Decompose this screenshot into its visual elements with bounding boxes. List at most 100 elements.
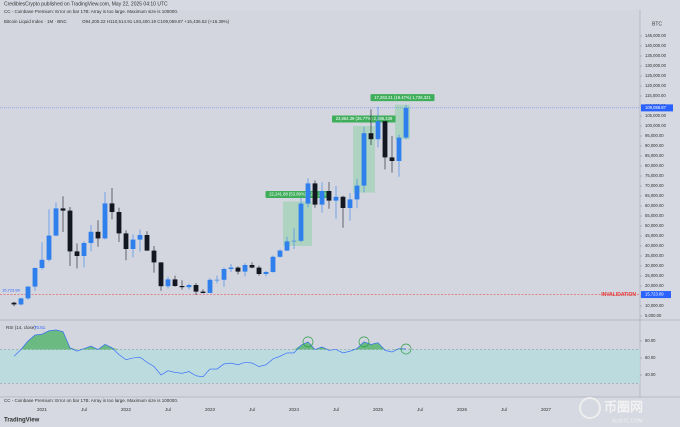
measure-label-bg (332, 115, 396, 123)
candle-body (186, 285, 192, 288)
candle-body (277, 250, 283, 257)
rsi-highlight (400, 343, 412, 355)
candle-body (270, 256, 276, 272)
x-tick-label: 2026 (457, 407, 468, 412)
candle-body (74, 251, 80, 256)
candle-body (298, 203, 304, 241)
candle-body (207, 279, 213, 293)
candle-body (375, 121, 381, 140)
candle-body (284, 241, 290, 251)
y-tick-label: 5,000.00 (645, 313, 662, 318)
x-tick-label: 2025 (373, 407, 384, 412)
x-tick-label: 2024 (289, 407, 300, 412)
candle-body (368, 133, 374, 140)
ohlc-text: O94,200.22 H110,514.91 L93,400.19 C109,0… (82, 19, 230, 24)
candle-body (109, 203, 115, 212)
candle-body (60, 208, 66, 211)
y-tick-label: 30,000.00 (645, 263, 664, 268)
candle-body (46, 235, 52, 260)
published: CrediblesCrypto published on TradingView… (4, 1, 168, 7)
y-tick-label: 145,000.00 (645, 33, 667, 38)
candle-body (221, 269, 227, 280)
candle-body (319, 191, 325, 205)
y-tick-label: 125,000.00 (645, 73, 667, 78)
candle-body (81, 243, 87, 256)
rsi-line (13, 329, 407, 378)
x-tick-label: Jul (417, 407, 423, 412)
candle-body (256, 267, 262, 274)
candle-body (123, 233, 129, 249)
candle-body (263, 272, 269, 274)
candle-body (382, 121, 388, 158)
candle-body (137, 235, 143, 240)
measure-label: 23,864.39 (35.77%) 2,386,439 (336, 116, 393, 121)
rsi-value: 70.61 (34, 325, 46, 330)
y-tick-label: 105,000.00 (645, 113, 667, 118)
candle-body (95, 231, 101, 239)
candle-body (53, 208, 59, 236)
y-tick-label: 135,000.00 (645, 53, 667, 58)
x-tick-label: Jul (501, 407, 507, 412)
candle-body (235, 267, 241, 272)
candle-body (305, 183, 311, 204)
y-tick-label: 100,000.00 (645, 123, 667, 128)
candle-body (403, 107, 409, 138)
candle-body (11, 302, 17, 305)
candle-body (200, 291, 206, 293)
candle-body (291, 240, 297, 242)
candle-body (39, 259, 45, 268)
candle-body (67, 210, 73, 252)
candle-body (130, 239, 136, 249)
y-tick-label: 10,000.00 (645, 303, 664, 308)
candle-body (214, 279, 220, 281)
candle-body (179, 286, 185, 288)
candle-body (242, 265, 248, 272)
invalidation-price-bg (641, 291, 671, 299)
candle-body (193, 285, 199, 292)
rsi-highlight (302, 336, 314, 348)
y-tick-label: 60,000.00 (645, 203, 664, 208)
y-tick-label: 80,000.00 (645, 163, 664, 168)
candle-body (151, 250, 157, 263)
last-price-label: 109,059.87 (645, 105, 667, 110)
y-tick-label: 35,000.00 (645, 253, 664, 258)
candle-body (396, 137, 402, 161)
rsi-tick-label: 80.00 (645, 338, 656, 343)
y-tick-label: 40,000.00 (645, 243, 664, 248)
candle-body (249, 265, 255, 268)
y-tick-label: 95,000.00 (645, 133, 664, 138)
candle-body (361, 133, 367, 186)
watermark: 币圈网 (604, 399, 643, 414)
candle-body (389, 157, 395, 161)
x-tick-label: Jul (249, 407, 255, 412)
candle-body (326, 191, 332, 201)
measure-label: 22,241.88 (53.89%) 2,224,188 (269, 192, 326, 197)
invalidation-price: 15,723.89 (645, 292, 664, 297)
candle-body (18, 298, 24, 305)
measure-box (283, 201, 312, 246)
y-tick-label: 20,000.00 (645, 283, 664, 288)
last-price-bg (641, 104, 673, 112)
candle-body (32, 268, 38, 287)
candle-body (88, 231, 94, 243)
rsi-overbought-fill (14, 329, 406, 350)
measure-label: 17,263.21 (18.47%) 1,726,321 (374, 95, 431, 100)
x-tick-label: Jul (333, 407, 339, 412)
candle-body (116, 212, 122, 234)
x-tick-label: Jul (165, 407, 171, 412)
error-bottom: CC - Coinbase Premium: Error on bar 17B:… (4, 398, 178, 403)
y-tick-label: 45,000.00 (645, 233, 664, 238)
rsi-tick-label: 40.00 (645, 372, 656, 377)
y-tick-label: 25,000.00 (645, 273, 664, 278)
watermark-sub: ALIBTC.COM (612, 418, 643, 424)
measure-label-bg (370, 94, 435, 102)
candle-body (144, 235, 150, 251)
candle-body (340, 196, 346, 208)
invalidation-label: INVALIDATION (601, 292, 636, 298)
invalidation-left: 15,723.89 (2, 288, 21, 293)
y-tick-label: 120,000.00 (645, 83, 667, 88)
error-top: CC - Coinbase Premium: Error on bar 17B:… (4, 9, 178, 14)
x-tick-label: 2022 (121, 407, 132, 412)
footer: TradingView (4, 418, 40, 424)
x-tick-label: 2021 (37, 407, 48, 412)
